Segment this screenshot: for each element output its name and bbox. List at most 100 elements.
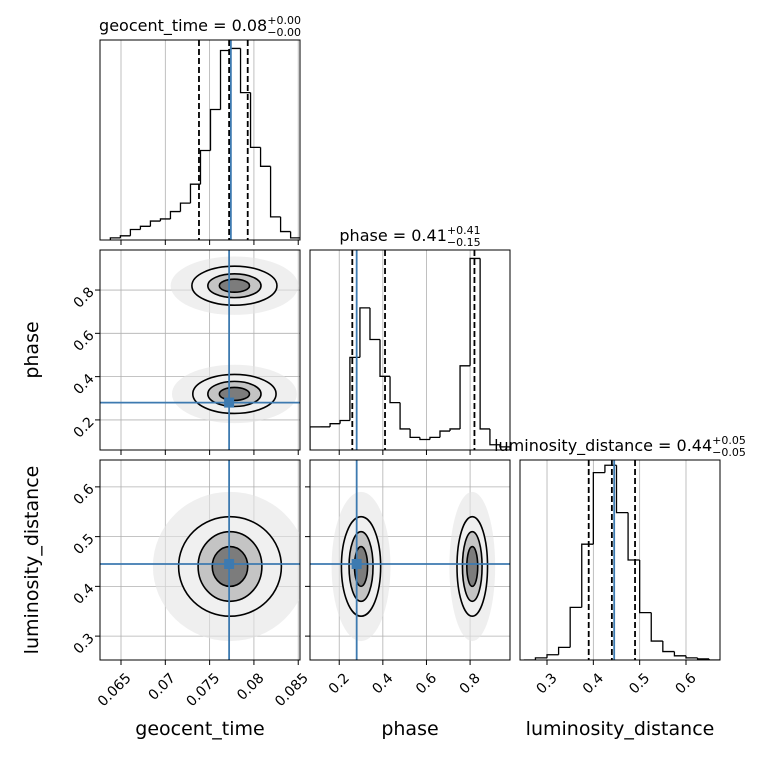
x-tick-label: 0.4 bbox=[369, 670, 396, 697]
hist-bin bbox=[479, 258, 490, 430]
panel-frame bbox=[519, 459, 721, 661]
hist-bin bbox=[359, 307, 370, 358]
x-tick-label: 0.8 bbox=[457, 670, 484, 697]
panel bbox=[100, 250, 300, 450]
x-axis-label: geocent_time bbox=[135, 718, 264, 740]
panel bbox=[310, 250, 510, 450]
title-upper: +0.05 bbox=[712, 434, 746, 447]
panel-frame bbox=[99, 249, 301, 451]
y-tick-label: 0.3 bbox=[71, 630, 98, 657]
hist-bin bbox=[696, 657, 710, 660]
hist-bin bbox=[469, 257, 481, 366]
hist-bin bbox=[219, 49, 231, 110]
hist-bin bbox=[109, 237, 121, 240]
hist-bin bbox=[369, 307, 381, 341]
hist-bin bbox=[239, 48, 251, 94]
hist-bin bbox=[639, 560, 652, 614]
y-tick-label: 0.5 bbox=[71, 531, 98, 558]
hist-bin bbox=[557, 646, 571, 655]
hist-bin bbox=[249, 92, 261, 149]
hist-bin bbox=[429, 436, 440, 440]
hist-bin bbox=[310, 426, 321, 450]
panel bbox=[523, 460, 720, 660]
x-tick-label: 0.2 bbox=[326, 670, 353, 697]
hist-bin bbox=[329, 423, 341, 427]
hist-bin bbox=[569, 606, 582, 648]
x-axis-label: phase bbox=[381, 718, 438, 740]
title-lower: −0.15 bbox=[447, 236, 481, 249]
x-tick-label: 0.6 bbox=[673, 670, 700, 697]
title-lower: −0.05 bbox=[712, 446, 746, 459]
hist-bin bbox=[339, 419, 350, 424]
x-tick-label: 0.07 bbox=[146, 670, 179, 703]
panel-frame bbox=[99, 459, 301, 661]
hist-bin bbox=[581, 543, 594, 608]
hist-bin bbox=[662, 641, 675, 653]
panel bbox=[100, 460, 300, 660]
title-text: geocent_time = 0.08 bbox=[99, 16, 267, 36]
panel-title: luminosity_distance = 0.44+0.05 −0.05 bbox=[494, 434, 746, 459]
hist-bin bbox=[592, 471, 605, 545]
title-upper: +0.00 bbox=[267, 14, 301, 27]
x-axis-label: luminosity_distance bbox=[526, 718, 715, 740]
hist-bin bbox=[389, 376, 401, 404]
y-tick-label: 0.4 bbox=[71, 371, 98, 398]
x-tick-label: 0.075 bbox=[184, 670, 224, 710]
y-axis-label: luminosity_distance bbox=[21, 466, 43, 655]
hist-bin bbox=[209, 108, 221, 151]
hist-bin bbox=[499, 444, 510, 450]
hist-bin bbox=[139, 225, 151, 230]
y-tick-label: 0.8 bbox=[71, 284, 98, 311]
hist-bin bbox=[189, 183, 201, 204]
hist-bin bbox=[419, 437, 430, 441]
truth-marker bbox=[224, 558, 235, 569]
panel-frame bbox=[309, 249, 511, 451]
contour-level bbox=[218, 278, 251, 294]
hist-bin bbox=[439, 430, 451, 438]
panel bbox=[109, 40, 300, 240]
hist-bin bbox=[627, 512, 640, 561]
hist-bin bbox=[229, 47, 241, 51]
hist-bin bbox=[489, 428, 500, 446]
x-tick-label: 0.5 bbox=[626, 670, 653, 697]
hist-bin bbox=[159, 218, 171, 222]
hist-bin bbox=[546, 654, 559, 658]
x-tick-label: 0.6 bbox=[413, 670, 440, 697]
hist-bin bbox=[129, 228, 141, 236]
panel bbox=[310, 460, 510, 660]
panel-title: geocent_time = 0.08+0.00 −0.00 bbox=[99, 14, 301, 39]
x-tick-label: 0.4 bbox=[580, 670, 607, 697]
hist-bin bbox=[449, 428, 461, 432]
title-text: luminosity_distance = 0.44 bbox=[494, 436, 712, 456]
hist-bin bbox=[459, 365, 471, 429]
hist-bin bbox=[615, 465, 629, 514]
panel-frame bbox=[309, 459, 511, 661]
panel-frame bbox=[99, 39, 301, 241]
truth-marker bbox=[224, 397, 235, 408]
hist-bin bbox=[534, 657, 548, 660]
hist-bin bbox=[199, 149, 211, 185]
hist-bin bbox=[149, 220, 161, 227]
contour-level bbox=[466, 545, 479, 588]
panel-title: phase = 0.41+0.41 −0.15 bbox=[339, 224, 480, 249]
y-tick-label: 0.4 bbox=[71, 581, 98, 608]
x-tick-label: 0.08 bbox=[234, 670, 267, 703]
hist-bin bbox=[259, 147, 271, 167]
title-text: phase = 0.41 bbox=[339, 226, 446, 245]
y-tick-label: 0.6 bbox=[71, 481, 98, 508]
contour-level bbox=[218, 386, 251, 402]
hist-bin bbox=[119, 235, 131, 238]
y-tick-label: 0.2 bbox=[71, 414, 98, 441]
hist-bin bbox=[409, 428, 420, 439]
hist-bin bbox=[399, 402, 411, 430]
truth-marker bbox=[351, 558, 362, 569]
hist-bin bbox=[269, 166, 281, 218]
hist-bin bbox=[379, 339, 391, 377]
hist-bin bbox=[685, 655, 698, 659]
hist-bin bbox=[179, 202, 191, 212]
title-lower: −0.00 bbox=[267, 26, 301, 39]
y-tick-label: 0.6 bbox=[71, 328, 98, 355]
title-upper: +0.41 bbox=[447, 224, 481, 237]
x-tick-label: 0.065 bbox=[95, 670, 135, 710]
